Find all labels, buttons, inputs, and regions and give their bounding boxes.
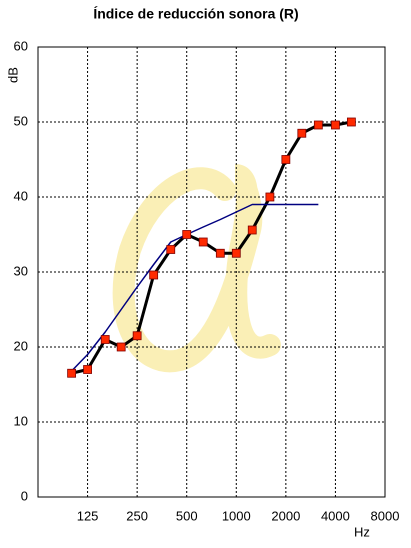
chart-title: Índice de reducción sonora (R) — [93, 6, 298, 22]
watermark-shape — [112, 164, 281, 373]
data-point — [166, 245, 176, 254]
y-tick-label: 50 — [14, 113, 28, 128]
data-point — [265, 192, 275, 202]
y-axis-label: dB — [5, 67, 20, 83]
data-point — [67, 368, 77, 378]
x-tick-label: 2000 — [271, 508, 300, 523]
data-point — [281, 155, 291, 164]
y-tick-label: 60 — [14, 38, 28, 53]
data-point — [83, 365, 92, 374]
y-tick-label: 20 — [14, 338, 28, 353]
data-point — [231, 248, 241, 258]
data-point — [247, 225, 257, 235]
data-point — [215, 248, 225, 258]
marks — [67, 117, 356, 378]
data-point — [100, 335, 110, 344]
x-tick-label: 8000 — [371, 508, 400, 523]
data-point — [313, 120, 323, 130]
x-tick-label: 500 — [176, 508, 198, 523]
x-tick-label: 250 — [126, 508, 148, 523]
data-point — [331, 120, 340, 130]
grid — [38, 46, 386, 498]
series-line — [71, 203, 319, 372]
x-tick-label: 4000 — [321, 508, 350, 523]
x-tick-label: 1000 — [222, 508, 251, 523]
data-point — [149, 270, 159, 280]
data-point — [346, 117, 356, 127]
data-point — [198, 237, 208, 247]
watermark — [112, 164, 281, 373]
data-point — [297, 128, 307, 138]
y-tick-label: 30 — [14, 263, 28, 278]
data-point — [116, 342, 126, 352]
plot-border — [37, 46, 386, 498]
y-tick-label: 40 — [14, 188, 28, 203]
x-axis-label: Hz — [354, 524, 370, 539]
y-tick-label: 0 — [21, 488, 28, 503]
data-point — [132, 331, 142, 341]
y-tick-label: 10 — [14, 413, 28, 428]
data-point — [182, 230, 192, 239]
x-tick-label: 125 — [77, 508, 99, 523]
